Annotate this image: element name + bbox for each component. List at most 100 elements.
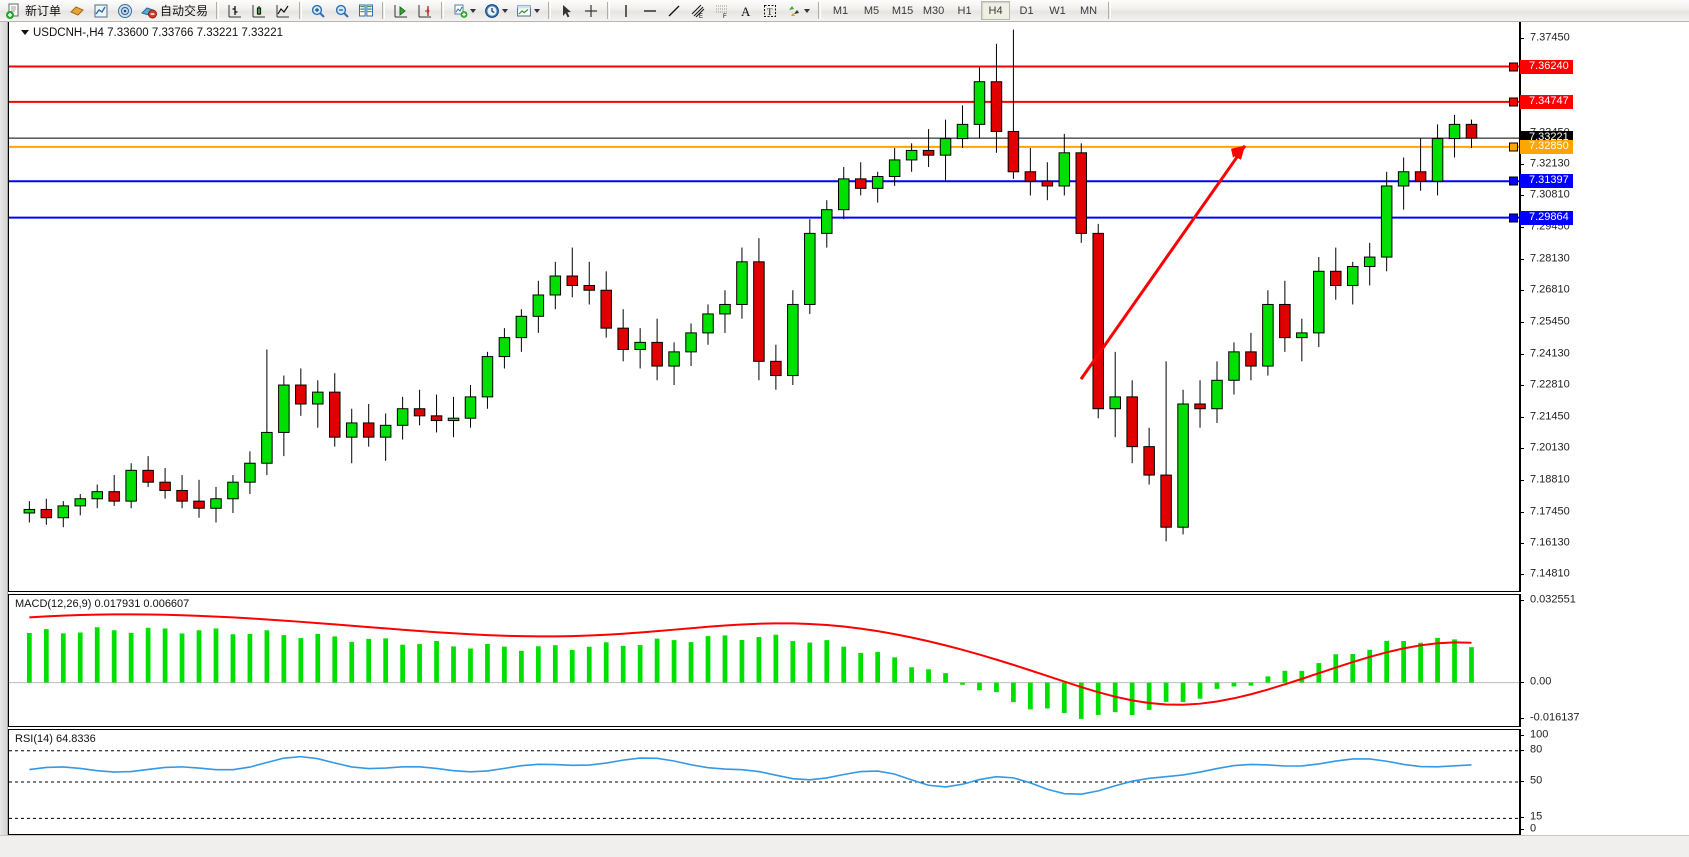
macd-tick-label: 0.032551 xyxy=(1530,593,1576,606)
candlestick-icon xyxy=(251,3,267,19)
cursor-tool[interactable] xyxy=(555,1,579,21)
price-tick-label: 7.22810 xyxy=(1530,378,1570,391)
rsi-tick-mark xyxy=(1520,817,1524,819)
timeframe-d1[interactable]: D1 xyxy=(1019,4,1034,17)
chevron-down-icon[interactable] xyxy=(470,8,477,13)
candle-body xyxy=(939,138,952,156)
candle-body xyxy=(227,481,239,500)
price-tick-mark xyxy=(1520,322,1524,324)
resistance-level-1-tag[interactable]: 7.36240 xyxy=(1509,59,1573,74)
trendline-tool[interactable] xyxy=(662,1,686,21)
candle-body xyxy=(787,303,799,377)
chart-title-text: USDCNH-,H4 7.33600 7.33766 7.33221 7.332… xyxy=(33,27,283,39)
price-tick-mark xyxy=(1520,195,1524,197)
level-handle-icon[interactable] xyxy=(1509,62,1518,72)
timeframe-h1[interactable]: H1 xyxy=(957,4,972,17)
main-toolbar: 新订单 xyxy=(0,0,1689,22)
chevron-down-icon[interactable] xyxy=(804,8,811,13)
bar-chart-button[interactable] xyxy=(223,1,247,21)
candle-body xyxy=(244,462,256,483)
fibonacci-icon: F xyxy=(714,3,730,20)
candle-body xyxy=(888,159,901,177)
pivot-level-tag[interactable]: 7.32850 xyxy=(1509,139,1573,154)
text-tool[interactable]: A xyxy=(734,1,758,21)
chart-shift-button[interactable] xyxy=(413,1,437,21)
resistance-level-2-tag[interactable]: 7.34747 xyxy=(1509,94,1573,109)
candle-body xyxy=(1262,303,1274,367)
chevron-down-icon[interactable] xyxy=(534,8,541,13)
signals-button[interactable] xyxy=(113,1,137,21)
rsi-line xyxy=(29,755,1472,795)
candle-body xyxy=(1397,171,1410,187)
price-chart-panel[interactable]: USDCNH-,H4 7.33600 7.33766 7.33221 7.332… xyxy=(8,22,1520,592)
timeframe-m5[interactable]: M5 xyxy=(863,4,880,17)
zoom-in-icon xyxy=(310,3,326,19)
expert-advisors-button[interactable] xyxy=(65,1,89,21)
candle-body xyxy=(1160,474,1172,528)
rsi-panel[interactable]: RSI(14) 64.8336 xyxy=(8,729,1520,835)
auto-scroll-button[interactable] xyxy=(389,1,413,21)
price-tick-mark xyxy=(1520,163,1524,165)
chart-scrollbar[interactable] xyxy=(0,22,8,835)
timeframe-m30[interactable]: M30 xyxy=(922,4,945,17)
crosshair-tool[interactable] xyxy=(579,1,603,21)
timeframe-mn[interactable]: MN xyxy=(1079,4,1098,17)
candle-body xyxy=(871,175,884,189)
candle-body xyxy=(396,408,409,426)
indicators-button[interactable] xyxy=(448,1,480,21)
toolbar-separator xyxy=(216,2,220,19)
candlestick-plot xyxy=(9,29,1519,542)
rsi-tick-label: 80 xyxy=(1530,743,1543,756)
chart-shift-icon xyxy=(417,3,433,19)
timeframe-w1[interactable]: W1 xyxy=(1049,4,1066,17)
timeframe-m1[interactable]: M1 xyxy=(832,4,849,17)
candle-body xyxy=(583,285,596,291)
equidistant-channel-icon: E xyxy=(690,3,706,20)
chevron-down-icon[interactable] xyxy=(502,8,509,13)
indicators-icon xyxy=(452,3,468,19)
level-handle-icon[interactable] xyxy=(1509,176,1518,186)
data-window-button[interactable] xyxy=(89,1,113,21)
line-chart-button[interactable] xyxy=(271,1,295,21)
text-label-tool[interactable]: T xyxy=(758,1,782,21)
data-window-icon xyxy=(93,3,109,19)
candle-body xyxy=(295,384,307,405)
price-tick-mark xyxy=(1520,353,1524,355)
support-level-2-tag[interactable]: 7.29864 xyxy=(1509,210,1573,225)
collapse-icon[interactable] xyxy=(21,30,29,36)
zoom-in-button[interactable] xyxy=(306,1,330,21)
tile-windows-button[interactable] xyxy=(354,1,378,21)
price-tick-label: 7.21450 xyxy=(1530,410,1570,423)
level-handle-icon[interactable] xyxy=(1509,213,1518,223)
fibonacci-tool[interactable]: F xyxy=(710,1,734,21)
horizontal-line-tool[interactable] xyxy=(638,1,662,21)
vertical-line-tool[interactable] xyxy=(614,1,638,21)
templates-button[interactable] xyxy=(512,1,544,21)
equidistant-channel-tool[interactable]: E xyxy=(686,1,710,21)
rsi-tick-mark xyxy=(1520,749,1524,751)
macd-panel[interactable]: MACD(12,26,9) 0.017931 0.006607 xyxy=(8,594,1520,727)
level-handle-icon[interactable] xyxy=(1509,97,1518,107)
timeframe-h4[interactable]: H4 xyxy=(981,1,1011,20)
candlestick-chart-button[interactable] xyxy=(247,1,271,21)
new-order-button[interactable]: 新订单 xyxy=(2,1,65,21)
zoom-out-button[interactable] xyxy=(330,1,354,21)
timeframe-m15[interactable]: M15 xyxy=(891,4,914,17)
candle-body xyxy=(125,469,137,502)
candle-body xyxy=(1126,396,1138,448)
candle-body xyxy=(1177,403,1189,528)
trendline-icon xyxy=(666,3,682,19)
candle-body xyxy=(1194,403,1206,410)
autotrading-button[interactable]: 自动交易 xyxy=(137,1,212,21)
shapes-tool[interactable] xyxy=(782,1,814,21)
price-axis[interactable]: 7.374507.361307.348107.334507.321307.308… xyxy=(1509,22,1689,592)
uptrend-arrow[interactable] xyxy=(1079,144,1247,380)
price-tick-label: 7.32130 xyxy=(1530,157,1570,170)
candle-body xyxy=(685,332,697,353)
support-level-1-tag[interactable]: 7.31397 xyxy=(1509,174,1573,189)
toolbar-separator xyxy=(299,2,303,19)
candle-body xyxy=(193,500,205,509)
periods-button[interactable] xyxy=(480,1,512,21)
candle-body xyxy=(447,417,460,422)
level-handle-icon[interactable] xyxy=(1509,142,1518,152)
